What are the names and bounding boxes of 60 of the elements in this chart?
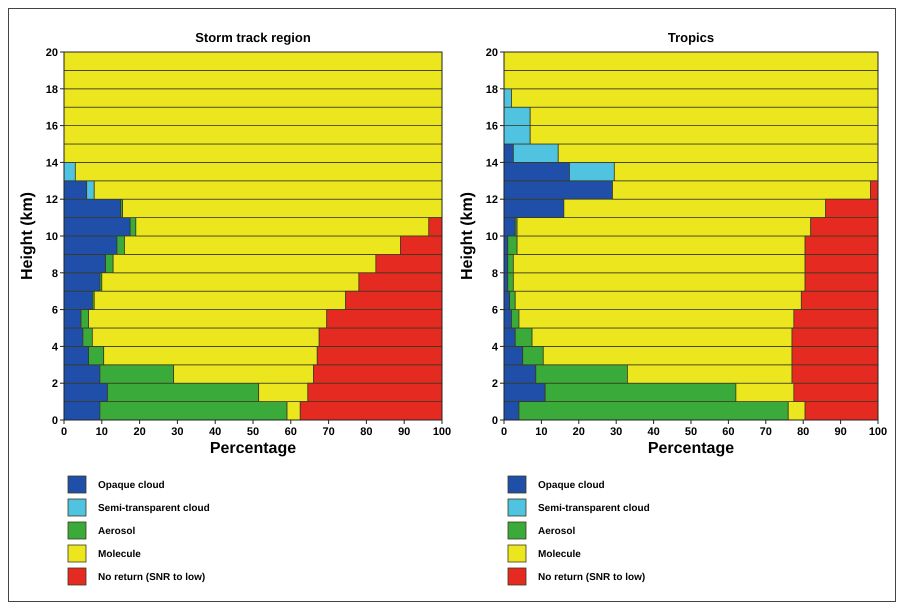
y-tick-label: 6 (492, 304, 498, 317)
x-tick-label: 30 (171, 426, 184, 438)
legend-label: Semi-transparent cloud (98, 503, 210, 514)
legend-label: Aerosol (538, 526, 576, 537)
x-tick-label: 0 (500, 426, 508, 438)
x-tick-label: 70 (760, 426, 772, 438)
x-tick-label: 30 (610, 426, 622, 438)
y-tick-label: 14 (46, 157, 59, 170)
x-tick-label: 40 (209, 426, 222, 438)
x-tick-label: 100 (868, 426, 888, 438)
y-tick-label: 10 (46, 231, 58, 243)
y-tick-label: 18 (46, 84, 58, 96)
legend-label: Semi-transparent cloud (538, 503, 650, 514)
legend-label: Aerosol (98, 526, 136, 537)
x-tick-label: 90 (398, 426, 410, 438)
y-tick-label: 12 (46, 194, 58, 206)
y-axis-title: Height (km) (19, 192, 36, 280)
x-axis-title: Percentage (210, 440, 296, 457)
y-tick-label: 2 (492, 378, 498, 390)
x-tick-label: 40 (647, 426, 660, 438)
legend-label: No return (SNR to low) (538, 572, 646, 583)
x-tick-label: 50 (246, 426, 260, 438)
y-tick-label: 20 (486, 47, 498, 59)
y-tick-label: 20 (46, 47, 58, 59)
x-tick-label: 50 (684, 426, 698, 438)
x-axis-title: Percentage (648, 440, 734, 457)
legend-label: Molecule (538, 549, 582, 560)
legend-label: Molecule (98, 549, 142, 560)
legend-label: No return (SNR to low) (98, 572, 206, 583)
y-tick-label: 4 (492, 341, 499, 354)
x-tick-label: 70 (322, 426, 335, 438)
x-tick-label: 100 (432, 426, 452, 438)
legend-label: Opaque cloud (538, 480, 605, 491)
y-tick-label: 8 (52, 268, 58, 280)
x-tick-label: 60 (284, 426, 297, 438)
legend-label: Opaque cloud (98, 480, 165, 491)
x-tick-label: 60 (722, 426, 735, 438)
chart-title: Tropics (668, 30, 714, 45)
chart-title: Storm track region (195, 30, 311, 45)
x-tick-label: 10 (535, 426, 548, 438)
y-tick-label: 2 (52, 378, 58, 390)
y-tick-label: 0 (52, 415, 58, 427)
y-tick-label: 16 (486, 120, 498, 133)
x-tick-label: 20 (133, 426, 146, 438)
x-tick-label: 10 (96, 426, 108, 438)
y-tick-label: 0 (492, 415, 498, 427)
x-tick-label: 20 (572, 426, 585, 438)
x-tick-label: 80 (797, 426, 810, 438)
y-tick-label: 18 (486, 84, 498, 96)
x-tick-label: 90 (834, 426, 847, 438)
y-tick-label: 6 (52, 304, 58, 317)
y-tick-label: 10 (486, 231, 498, 243)
y-tick-label: 4 (52, 341, 59, 354)
y-tick-label: 8 (492, 268, 498, 280)
x-tick-label: 0 (60, 426, 68, 438)
y-tick-label: 12 (486, 194, 498, 206)
y-tick-label: 14 (486, 157, 499, 170)
y-axis-title: Height (km) (459, 192, 476, 280)
x-tick-label: 80 (360, 426, 373, 438)
y-tick-label: 16 (46, 120, 58, 133)
